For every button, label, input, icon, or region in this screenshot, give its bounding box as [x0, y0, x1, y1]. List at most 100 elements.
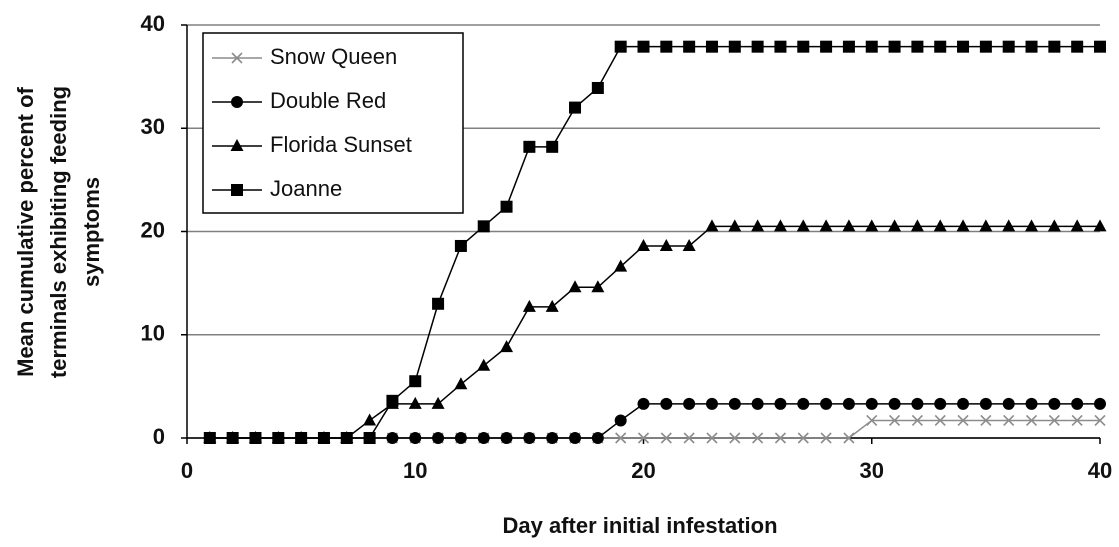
marker [432, 297, 445, 310]
marker [615, 432, 627, 444]
marker [682, 238, 696, 251]
marker [408, 396, 422, 409]
marker [500, 432, 513, 444]
marker [797, 40, 810, 53]
marker [545, 299, 559, 312]
marker [911, 397, 924, 410]
marker [317, 432, 330, 444]
marker [705, 40, 718, 53]
marker [865, 219, 879, 232]
legend-marker [231, 96, 243, 108]
marker [1002, 40, 1015, 53]
marker [979, 397, 992, 410]
marker [272, 432, 285, 444]
y-tick-label: 40 [141, 11, 165, 36]
marker [546, 140, 559, 153]
marker [888, 219, 902, 232]
marker [888, 397, 901, 410]
y-axis-label-line: Mean cumulative percent of [13, 86, 38, 376]
marker [477, 220, 490, 233]
marker [1070, 219, 1084, 232]
marker [706, 432, 718, 444]
marker [637, 40, 650, 53]
marker [751, 397, 764, 410]
marker [705, 219, 719, 232]
marker [569, 101, 582, 114]
marker [659, 238, 673, 251]
marker [957, 40, 970, 53]
marker [933, 219, 947, 232]
marker [432, 432, 445, 444]
marker [637, 397, 650, 410]
marker [637, 432, 650, 444]
marker [1025, 40, 1038, 53]
marker [979, 40, 992, 53]
marker [591, 81, 604, 94]
marker [477, 358, 491, 371]
marker [523, 140, 536, 153]
marker [1071, 397, 1084, 410]
marker [866, 414, 878, 427]
x-axis-label: Day after initial infestation [502, 513, 777, 538]
marker [934, 40, 947, 53]
marker [728, 40, 741, 53]
marker [340, 432, 353, 444]
marker [796, 219, 810, 232]
legend-label: Florida Sunset [270, 132, 412, 157]
legend-label: Joanne [270, 176, 342, 201]
marker [546, 432, 559, 444]
marker [888, 40, 901, 53]
marker [431, 396, 445, 409]
marker [773, 219, 787, 232]
marker [819, 219, 833, 232]
marker [683, 432, 695, 444]
marker [226, 432, 239, 444]
marker [683, 397, 696, 410]
marker [934, 397, 947, 410]
marker [1048, 414, 1060, 427]
y-axis-label-line: symptoms [79, 177, 104, 287]
legend-marker [230, 139, 244, 151]
marker [295, 432, 308, 444]
legend-label: Double Red [270, 88, 386, 113]
marker [1025, 397, 1038, 410]
marker [774, 397, 787, 410]
marker [889, 414, 901, 427]
marker [363, 413, 377, 426]
y-tick-label: 30 [141, 114, 165, 139]
marker [1002, 219, 1016, 232]
x-tick-label: 0 [181, 458, 193, 483]
marker [842, 219, 856, 232]
marker [728, 397, 741, 410]
marker [1093, 219, 1107, 232]
marker [568, 280, 582, 293]
marker [956, 219, 970, 232]
marker [1048, 40, 1061, 53]
marker [980, 414, 992, 427]
marker [454, 432, 467, 444]
marker [683, 40, 696, 53]
marker [820, 432, 832, 444]
marker [660, 432, 672, 444]
marker [842, 40, 855, 53]
legend-box [202, 32, 464, 214]
marker [477, 432, 490, 444]
series-line [209, 225, 1100, 439]
y-tick-label: 20 [141, 217, 165, 242]
marker [979, 219, 993, 232]
marker [614, 414, 627, 427]
marker [523, 432, 536, 444]
marker [842, 397, 855, 410]
series-line [209, 45, 1100, 439]
legend-label: Snow Queen [270, 44, 397, 69]
x-tick-label: 20 [631, 458, 655, 483]
marker [249, 432, 262, 444]
marker [1047, 219, 1061, 232]
marker [820, 397, 833, 410]
marker [637, 238, 650, 251]
marker [728, 219, 742, 232]
marker [910, 219, 924, 232]
y-axis-label-line: terminals exhibiting feeding [46, 86, 71, 378]
y-axis-label: Mean cumulative percent of terminals exhi… [13, 86, 104, 378]
